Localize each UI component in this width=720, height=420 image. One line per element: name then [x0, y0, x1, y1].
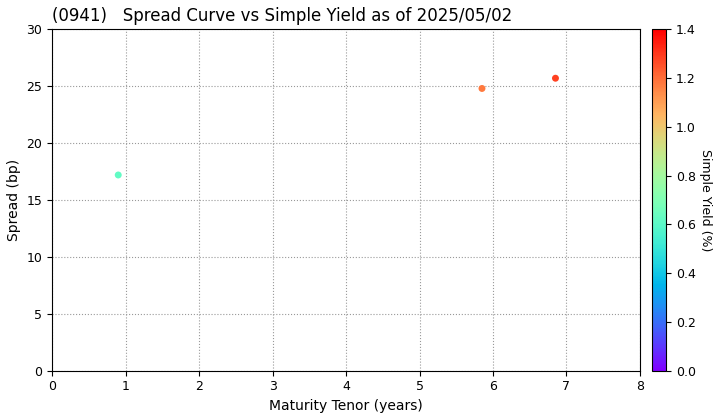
Point	[112, 172, 124, 178]
Point	[476, 85, 487, 92]
X-axis label: Maturity Tenor (years): Maturity Tenor (years)	[269, 399, 423, 413]
Y-axis label: Spread (bp): Spread (bp)	[7, 159, 21, 241]
Point	[549, 75, 561, 81]
Y-axis label: Simple Yield (%): Simple Yield (%)	[699, 149, 712, 251]
Text: (0941)   Spread Curve vs Simple Yield as of 2025/05/02: (0941) Spread Curve vs Simple Yield as o…	[52, 7, 513, 25]
